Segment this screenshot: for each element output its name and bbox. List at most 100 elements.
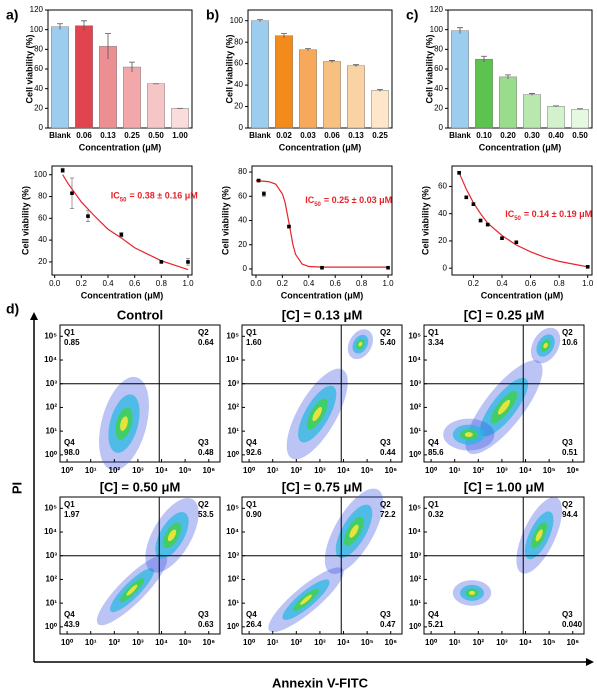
y-tick-label: 10² xyxy=(409,403,421,412)
y-tick-label: 80 xyxy=(34,44,43,53)
y-tick-label: 40 xyxy=(234,80,243,89)
x-tick-label: 10⁰ xyxy=(425,466,438,475)
x-tick-label: 10⁶ xyxy=(202,466,215,475)
plot-frame xyxy=(247,9,393,129)
quadrant-name: Q3 xyxy=(562,438,573,447)
x-axis-label: Concentration (μM) xyxy=(81,290,164,300)
x-tick-label: 10¹ xyxy=(267,638,279,647)
quadrant-name: Q2 xyxy=(562,500,573,509)
x-tick-label: 10⁴ xyxy=(337,638,350,647)
error-bar xyxy=(457,27,463,34)
y-tick-label: 10³ xyxy=(45,551,57,560)
error-bar xyxy=(281,33,287,38)
x-tick-label: 0.10 xyxy=(476,131,492,140)
y-axis-label: Cell viability (%) xyxy=(24,34,34,103)
quadrant-name: Q1 xyxy=(64,500,75,509)
x-tick-label: Blank xyxy=(249,131,271,140)
cell-cloud xyxy=(464,432,473,438)
y-tick-label: 100 xyxy=(34,170,48,179)
error-bar xyxy=(329,60,335,63)
quadrant-name: Q2 xyxy=(380,500,391,509)
x-tick-label: 10⁴ xyxy=(519,638,532,647)
quadrant-value: 92.6 xyxy=(246,448,262,457)
data-point xyxy=(60,168,65,173)
quadrant-value: 85.6 xyxy=(428,448,444,457)
y-tick-label: 0 xyxy=(39,123,44,132)
annotation-part: 50 xyxy=(514,216,521,222)
y-tick-label: 10¹ xyxy=(409,598,421,607)
quadrant-name: Q4 xyxy=(64,438,75,447)
data-point xyxy=(70,191,74,196)
annotation-part: = 0.25 ± 0.03 μM xyxy=(324,195,392,205)
y-tick-label: 10⁴ xyxy=(408,527,421,536)
x-axis-label: Concentration (μM) xyxy=(279,142,362,152)
quadrant-value: 0.51 xyxy=(562,448,578,457)
x-tick-label: 10² xyxy=(109,638,121,647)
y-tick-label: 10¹ xyxy=(227,426,239,435)
y-tick-label: 10³ xyxy=(409,379,421,388)
panel-label: a) xyxy=(6,7,18,23)
error-bar xyxy=(553,105,559,107)
data-point xyxy=(287,224,291,229)
bar xyxy=(251,20,269,129)
y-tick-label: 10⁰ xyxy=(409,450,422,459)
error-bar xyxy=(505,74,511,79)
y-tick-label: 60 xyxy=(34,64,43,73)
y-tick-label: 80 xyxy=(238,167,247,176)
bar xyxy=(547,106,565,129)
x-tick-label: 0.20 xyxy=(500,131,516,140)
y-tick-label: 100 xyxy=(30,25,44,34)
data-point xyxy=(514,240,519,245)
annotation-part: IC xyxy=(505,209,515,219)
annotation-part: 50 xyxy=(314,201,321,207)
bar xyxy=(299,49,317,129)
x-tick-label: 0.03 xyxy=(300,131,316,140)
x-tick-label: 10⁰ xyxy=(61,466,74,475)
data-point xyxy=(119,232,124,237)
y-tick-label: 20 xyxy=(434,103,443,112)
cell-cloud xyxy=(167,529,177,542)
quadrant-name: Q4 xyxy=(428,610,439,619)
error-bar xyxy=(57,23,63,30)
cell-cloud xyxy=(126,584,138,596)
data-point xyxy=(86,214,90,218)
cell-cloud xyxy=(497,399,511,415)
quadrant-value: 0.44 xyxy=(380,448,396,457)
x-tick-label: 1.0 xyxy=(382,279,394,288)
y-axis-label: Cell viability (%) xyxy=(224,34,234,103)
x-tick-label: 1.0 xyxy=(582,279,594,288)
bar xyxy=(523,94,541,129)
y-tick-label: 120 xyxy=(430,5,444,14)
y-tick-label: 10⁵ xyxy=(226,503,239,512)
x-tick-label: 0.06 xyxy=(76,131,92,140)
plot-title: [C] = 0.25 μM xyxy=(464,307,545,322)
bar xyxy=(323,61,341,129)
y-tick-label: 10⁴ xyxy=(44,527,57,536)
y-tick-label: 0 xyxy=(443,263,448,272)
x-tick-label: 0.06 xyxy=(324,131,340,140)
plot-frame xyxy=(47,9,193,129)
quadrant-name: Q3 xyxy=(562,610,573,619)
error-bar xyxy=(81,20,87,31)
bar xyxy=(123,66,141,129)
x-tick-label: 0.4 xyxy=(102,279,114,288)
annotation-part: = 0.14 ± 0.19 μM xyxy=(524,209,592,219)
bar xyxy=(475,58,493,129)
x-tick-label: 10¹ xyxy=(85,466,97,475)
error-bar xyxy=(129,61,135,72)
quadrant-value: 0.32 xyxy=(428,510,444,519)
quadrant-value: 10.6 xyxy=(562,338,578,347)
x-tick-label: 0.0 xyxy=(49,279,61,288)
x-tick-label: 0.02 xyxy=(276,131,292,140)
x-tick-label: 10⁴ xyxy=(519,466,532,475)
data-point xyxy=(457,171,461,175)
plot-frame xyxy=(51,165,193,276)
y-tick-label: 10¹ xyxy=(45,598,57,607)
error-bar xyxy=(481,55,487,63)
x-axis-label: Concentration (μM) xyxy=(481,290,564,300)
quadrant-name: Q2 xyxy=(380,328,391,337)
quadrant-value: 0.85 xyxy=(64,338,80,347)
bar xyxy=(371,90,389,129)
y-axis-label: Cell viability (%) xyxy=(220,186,230,255)
